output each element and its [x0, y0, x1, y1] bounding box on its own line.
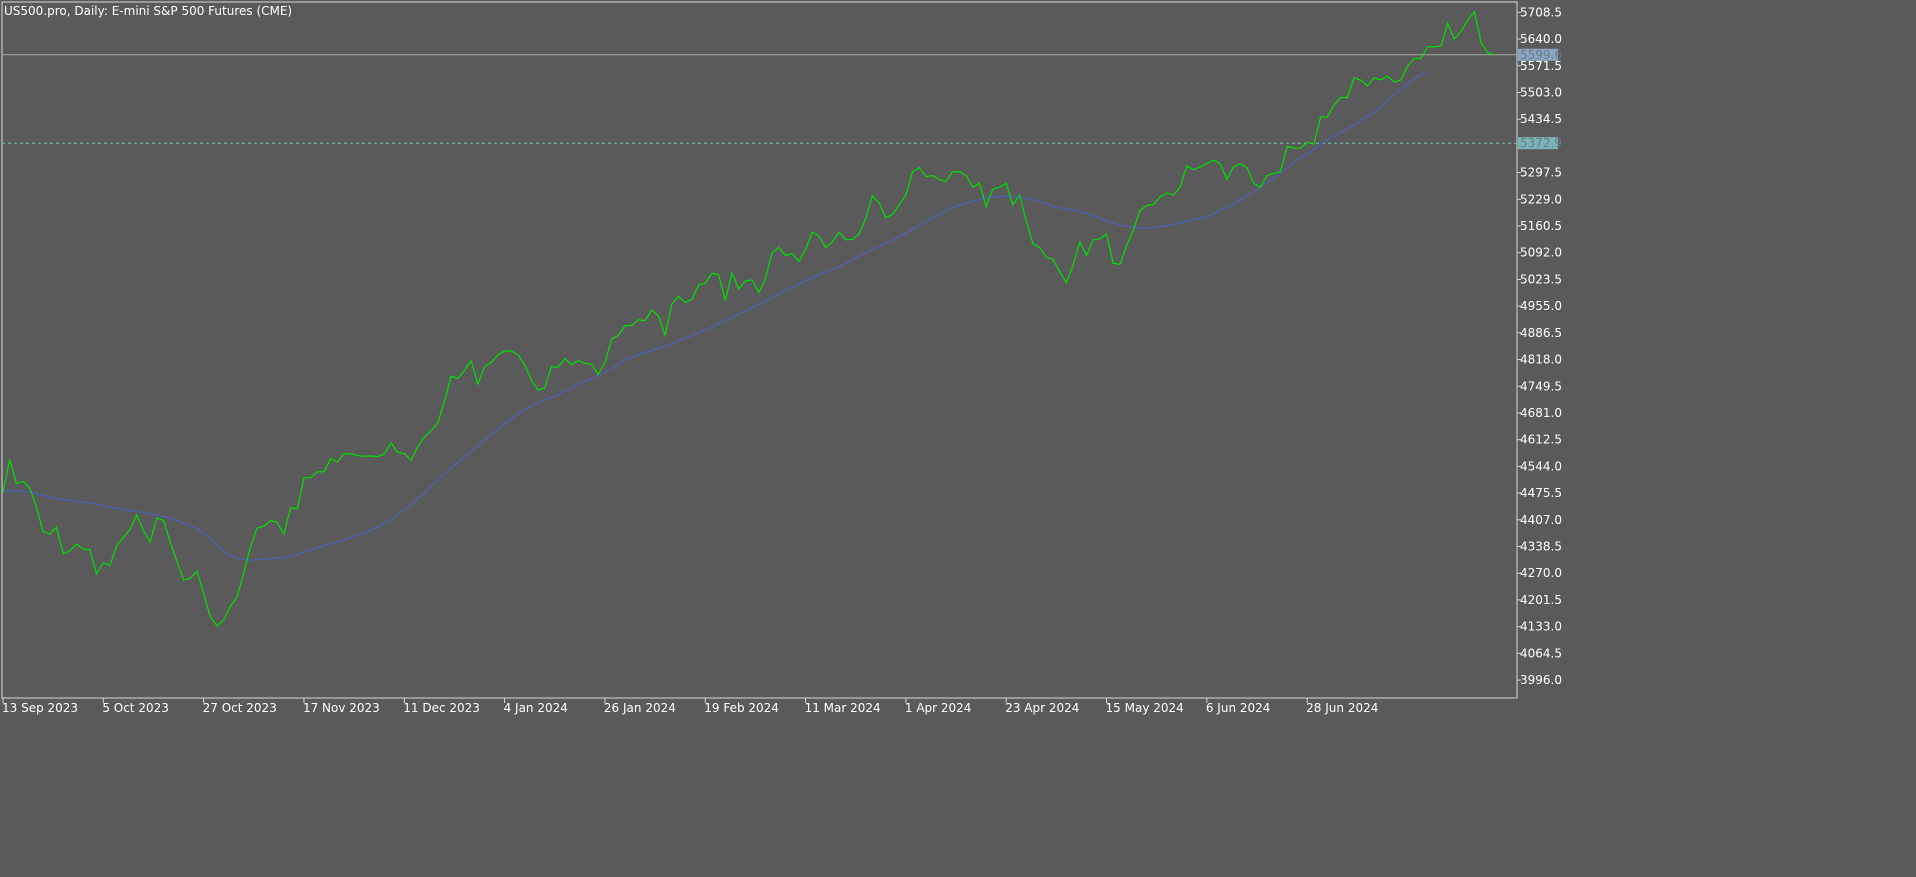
x-tick-label: 19 Feb 2024 — [704, 701, 779, 715]
y-tick-label: 5571.5 — [1520, 59, 1562, 73]
current-price-tag-label: 5599.6 — [1520, 48, 1562, 62]
y-tick-label: 4681.0 — [1520, 406, 1562, 420]
x-tick-label: 26 Jan 2024 — [604, 701, 676, 715]
y-tick-label: 3996.0 — [1520, 673, 1562, 687]
y-tick-label: 4407.0 — [1520, 513, 1562, 527]
x-tick-label: 15 May 2024 — [1106, 701, 1184, 715]
y-tick-label: 5640.0 — [1520, 32, 1562, 46]
y-tick-label: 5297.5 — [1520, 166, 1562, 180]
y-tick-label: 4955.0 — [1520, 299, 1562, 313]
y-tick-label: 4338.5 — [1520, 540, 1562, 554]
current-price-tag-box — [1518, 48, 1558, 61]
x-tick-label: 11 Mar 2024 — [805, 701, 881, 715]
y-tick-label: 5229.0 — [1520, 192, 1562, 206]
y-tick-label: 4544.0 — [1520, 459, 1562, 473]
y-tick-label: 4475.5 — [1520, 486, 1562, 500]
moving-average-line — [2, 70, 1428, 561]
y-tick-label: 5092.0 — [1520, 246, 1562, 260]
y-tick-label: 5708.5 — [1520, 5, 1562, 19]
y-tick-label: 4201.5 — [1520, 593, 1562, 607]
level-price-tag-box — [1518, 137, 1558, 150]
y-tick-label: 5503.0 — [1520, 85, 1562, 99]
y-tick-label: 5160.5 — [1520, 219, 1562, 233]
x-tick-label: 6 Jun 2024 — [1206, 701, 1271, 715]
x-tick-label: 5 Oct 2023 — [102, 701, 169, 715]
series-group — [2, 10, 1495, 627]
y-tick-label: 4133.0 — [1520, 620, 1562, 634]
x-tick-label: 11 Dec 2023 — [403, 701, 480, 715]
level-price-tag-label: 5372.9 — [1520, 136, 1562, 150]
y-tick-label: 4270.0 — [1520, 566, 1562, 580]
price-line — [2, 10, 1495, 627]
x-tick-label: 17 Nov 2023 — [303, 701, 380, 715]
x-tick-label: 1 Apr 2024 — [905, 701, 972, 715]
x-tick-label: 4 Jan 2024 — [504, 701, 568, 715]
y-tick-label: 4064.5 — [1520, 646, 1562, 660]
x-tick-label: 23 Apr 2024 — [1005, 701, 1079, 715]
price-tags: 5599.6 5372.9 — [1518, 48, 1562, 150]
y-tick-label: 4886.5 — [1520, 326, 1562, 340]
y-tick-label: 4612.5 — [1520, 433, 1562, 447]
price-axis[interactable]: 5708.5 5640.0 5571.5 5503.0 5434.5 5297.5 5229… — [1517, 5, 1562, 687]
time-axis[interactable]: 13 Sep 2023 5 Oct 2023 27 Oct 2023 17 Nov 2… — [2, 698, 1378, 715]
plot-area[interactable] — [1, 1, 1518, 699]
y-tick-label: 4818.0 — [1520, 353, 1562, 367]
y-tick-label: 4749.5 — [1520, 379, 1562, 393]
y-tick-label: 5023.5 — [1520, 272, 1562, 286]
horizontal-lines — [2, 54, 1517, 144]
chart-title: US500.pro, Daily: E-mini S&P 500 Futures… — [4, 4, 292, 18]
x-tick-label: 13 Sep 2023 — [2, 701, 78, 715]
x-tick-label: 28 Jun 2024 — [1306, 701, 1378, 715]
x-tick-label: 27 Oct 2023 — [203, 701, 277, 715]
y-tick-label: 5434.5 — [1520, 112, 1562, 126]
